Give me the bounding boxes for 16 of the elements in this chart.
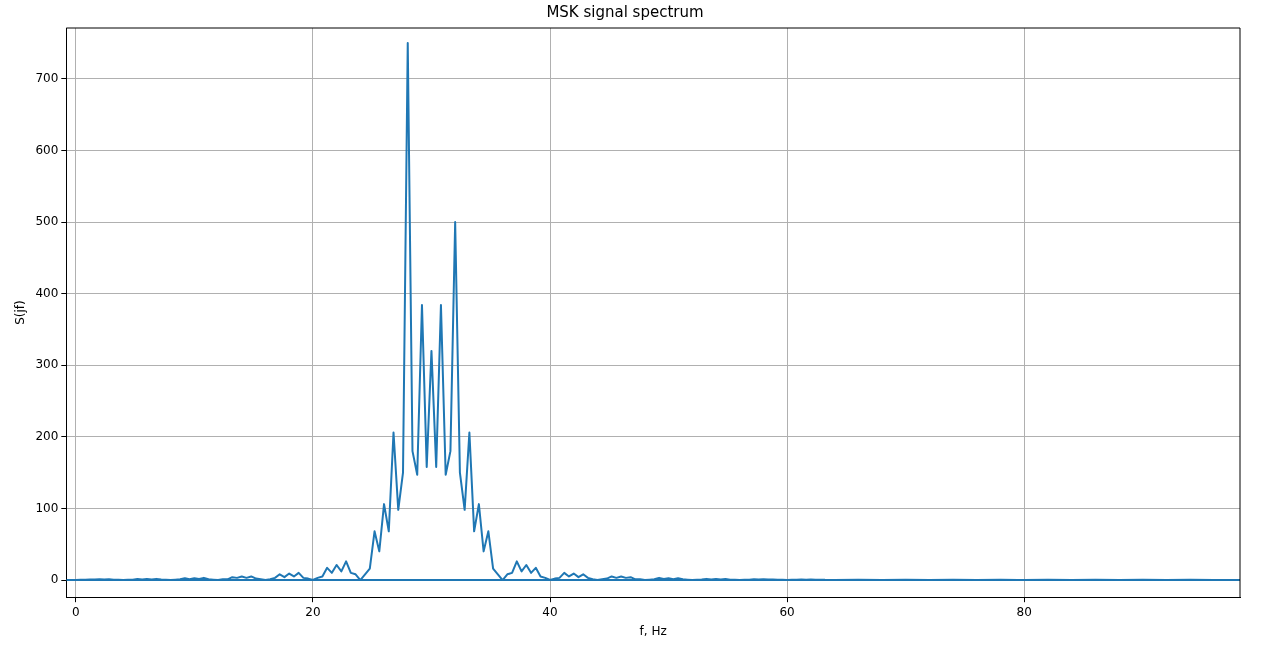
y-tick-label: 400 bbox=[35, 285, 59, 300]
y-tick-label: 700 bbox=[35, 70, 59, 85]
x-tick-label: 20 bbox=[305, 604, 321, 619]
x-axis-title: f, Hz bbox=[639, 623, 667, 638]
x-tick-label: 60 bbox=[779, 604, 795, 619]
chart-title: MSK signal spectrum bbox=[546, 2, 704, 21]
y-tick-label: 0 bbox=[50, 572, 59, 587]
y-tick-label: 500 bbox=[35, 214, 59, 229]
x-tick-label: 40 bbox=[542, 604, 558, 619]
y-axis-title: S(jf) bbox=[13, 300, 28, 325]
y-tick-label: 300 bbox=[35, 357, 59, 372]
y-tick-label: 100 bbox=[35, 500, 59, 515]
x-tick-label: 0 bbox=[71, 604, 80, 619]
x-tick-label: 80 bbox=[1016, 604, 1032, 619]
y-tick-label: 600 bbox=[35, 142, 59, 157]
y-tick-label: 200 bbox=[35, 428, 59, 443]
